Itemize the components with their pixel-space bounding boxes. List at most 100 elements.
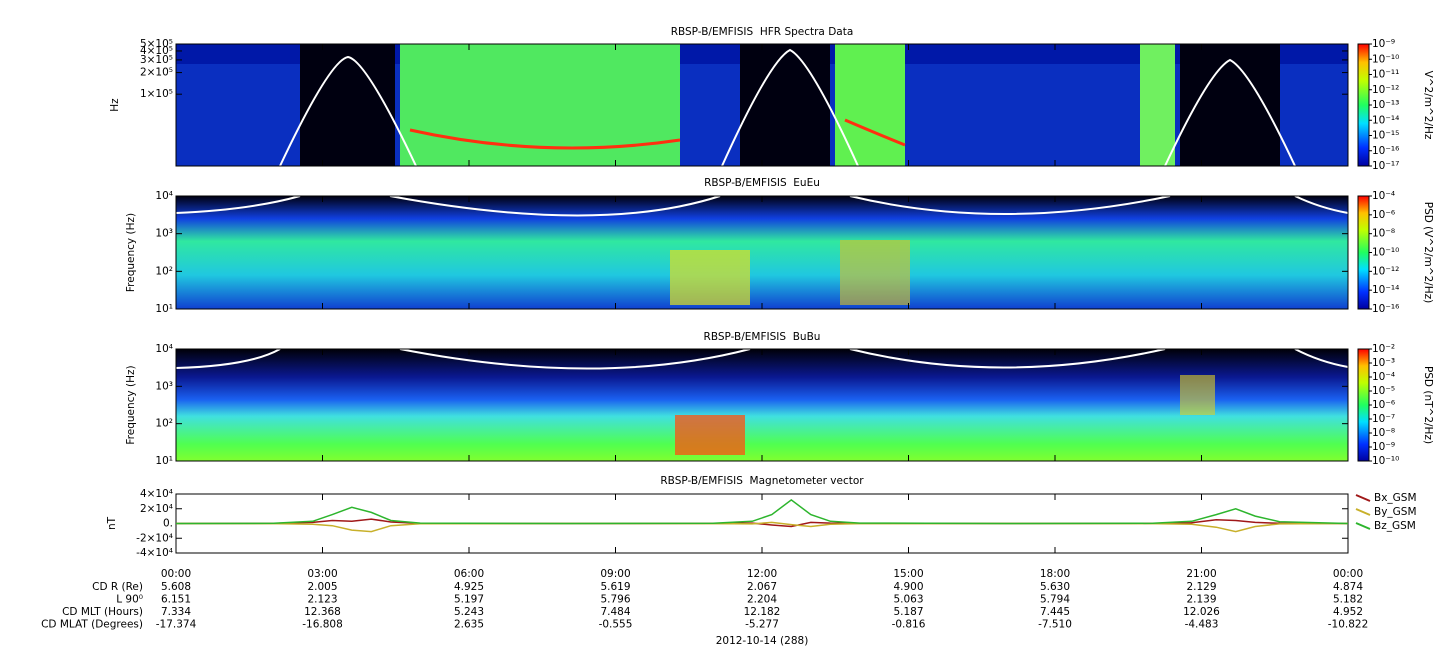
y-tick-label: 4×10⁴ xyxy=(140,488,173,500)
colorbar-tick-label: 10⁻⁹ xyxy=(1372,38,1395,50)
x-tick-label: 00:00 xyxy=(161,568,191,580)
spectrogram-band xyxy=(300,44,395,166)
legend-swatch xyxy=(1355,494,1371,502)
ephemeris-value: 12.368 xyxy=(304,606,341,618)
ephemeris-value: 5.794 xyxy=(1040,594,1070,606)
ephemeris-value: 12.182 xyxy=(744,606,781,618)
y-tick-label: 2×10⁵ xyxy=(140,67,173,79)
data-line xyxy=(175,521,1349,533)
legend-label: Bx_GSM xyxy=(1374,492,1417,504)
colorbar xyxy=(1357,43,1370,167)
y-tick-label: 2×10⁴ xyxy=(140,503,173,515)
plot-frame xyxy=(175,348,1349,462)
y-tick-label: 10⁴ xyxy=(155,343,173,355)
ephemeris-value: 7.334 xyxy=(161,606,191,618)
ephemeris-label: L 90⁰ xyxy=(116,594,143,606)
colorbar-tick-label: 10⁻⁸ xyxy=(1372,228,1395,240)
ephemeris-value: -16.808 xyxy=(302,619,343,631)
spectrogram-images xyxy=(175,44,1349,461)
ephemeris-label: CD R (Re) xyxy=(92,581,143,593)
ephemeris-label: CD MLT (Hours) xyxy=(62,606,143,618)
spectrogram-band xyxy=(1140,44,1175,166)
colorbar-tick-label: 10⁻⁸ xyxy=(1372,427,1395,439)
spectrogram-feature xyxy=(1180,375,1215,415)
ephemeris-value: 2.139 xyxy=(1186,594,1216,606)
y-tick-label: 10¹ xyxy=(155,455,173,467)
colorbar-label: V^2/m^2/Hz xyxy=(1422,71,1434,140)
ephemeris-value: -0.555 xyxy=(599,619,633,631)
colorbar-tick-label: 10⁻¹⁴ xyxy=(1372,114,1399,126)
ephemeris-value: 4.925 xyxy=(454,581,484,593)
ephemeris-value: 5.197 xyxy=(454,594,484,606)
ephemeris-value: 5.243 xyxy=(454,606,484,618)
colorbar-tick-label: 10⁻¹⁵ xyxy=(1372,130,1399,142)
ephemeris-label: CD MLAT (Degrees) xyxy=(41,619,143,631)
ephemeris-value: 4.952 xyxy=(1333,606,1363,618)
y-axis-label: Frequency (Hz) xyxy=(125,365,137,444)
y-tick-label: 0. xyxy=(163,518,173,530)
colorbar-label: PSD (V^2/m^2/Hz) xyxy=(1422,202,1434,303)
legend-swatch xyxy=(1355,508,1371,516)
y-tick-label: 10³ xyxy=(155,380,173,392)
spectrogram-background xyxy=(176,196,1348,309)
y-tick-label: 10¹ xyxy=(155,303,173,315)
colorbar-tick-label: 10⁻¹² xyxy=(1372,84,1399,96)
x-tick-label: 21:00 xyxy=(1186,568,1216,580)
colorbar-tick-label: 10⁻⁴ xyxy=(1372,371,1395,383)
y-tick-label: 10² xyxy=(155,418,173,430)
colorbar xyxy=(1357,348,1370,462)
panel-title: RBSP-B/EMFISIS HFR Spectra Data xyxy=(671,26,854,38)
ephemeris-value: 2.005 xyxy=(307,581,337,593)
colorbar-tick-label: 10⁻² xyxy=(1372,343,1395,355)
y-tick-label: 5×10⁵ xyxy=(140,38,173,50)
y-axis-label: Frequency (Hz) xyxy=(125,213,137,292)
x-tick-label: 06:00 xyxy=(454,568,484,580)
date-label: 2012-10-14 (288) xyxy=(716,635,809,647)
colorbar-tick-label: 10⁻¹³ xyxy=(1372,99,1399,111)
spectrogram-background xyxy=(176,349,1348,461)
legend-label: Bz_GSM xyxy=(1374,520,1416,532)
y-tick-label: 3×10⁵ xyxy=(140,54,173,66)
colorbar-tick-label: 10⁻¹⁶ xyxy=(1372,303,1399,315)
colorbar-tick-label: 10⁻¹⁰ xyxy=(1372,455,1399,467)
colorbar-tick-label: 10⁻¹¹ xyxy=(1372,69,1399,81)
x-tick-label: 12:00 xyxy=(747,568,777,580)
ephemeris-value: -5.277 xyxy=(745,619,779,631)
ephemeris-value: 4.900 xyxy=(893,581,923,593)
panel-title: RBSP-B/EMFISIS BuBu xyxy=(704,331,821,343)
ephemeris-value: 5.182 xyxy=(1333,594,1363,606)
data-line xyxy=(175,518,1349,528)
ephemeris-value: 2.123 xyxy=(307,594,337,606)
ephemeris-value: 6.151 xyxy=(161,594,191,606)
ephemeris-value: -0.816 xyxy=(892,619,926,631)
ephemeris-value: 2.067 xyxy=(747,581,777,593)
y-tick-label: 10³ xyxy=(155,228,173,240)
ephemeris-value: 5.063 xyxy=(893,594,923,606)
colorbar-tick-label: 10⁻³ xyxy=(1372,357,1395,369)
ephemeris-value: 2.204 xyxy=(747,594,777,606)
plot-frame xyxy=(175,195,1349,310)
ephemeris-value: -10.822 xyxy=(1328,619,1369,631)
ephemeris-value: 5.608 xyxy=(161,581,191,593)
y-tick-label: -2×10⁴ xyxy=(136,532,173,544)
y-axis-label: Hz xyxy=(109,98,121,112)
colorbar-label: PSD (nT^2/Hz) xyxy=(1422,366,1434,444)
x-tick-label: 15:00 xyxy=(893,568,923,580)
x-tick-label: 18:00 xyxy=(1040,568,1070,580)
y-tick-label: 1×10⁵ xyxy=(140,88,173,100)
spectrogram-feature xyxy=(840,240,910,305)
colorbar-tick-label: 10⁻¹⁰ xyxy=(1372,53,1399,65)
x-tick-label: 09:00 xyxy=(600,568,630,580)
y-tick-label: 10² xyxy=(155,265,173,277)
spectrogram-feature xyxy=(409,118,906,150)
x-tick-label: 00:00 xyxy=(1333,568,1363,580)
ephemeris-value: 5.630 xyxy=(1040,581,1070,593)
colorbar xyxy=(1357,195,1370,310)
ephemeris-value: 12.026 xyxy=(1183,606,1220,618)
ephemeris-value: 5.187 xyxy=(893,606,923,618)
ephemeris-value: -4.483 xyxy=(1185,619,1219,631)
spectrogram-feature xyxy=(670,250,750,305)
plasma-frequency-line xyxy=(279,48,1296,167)
y-tick-label: 4×10⁵ xyxy=(140,45,173,57)
